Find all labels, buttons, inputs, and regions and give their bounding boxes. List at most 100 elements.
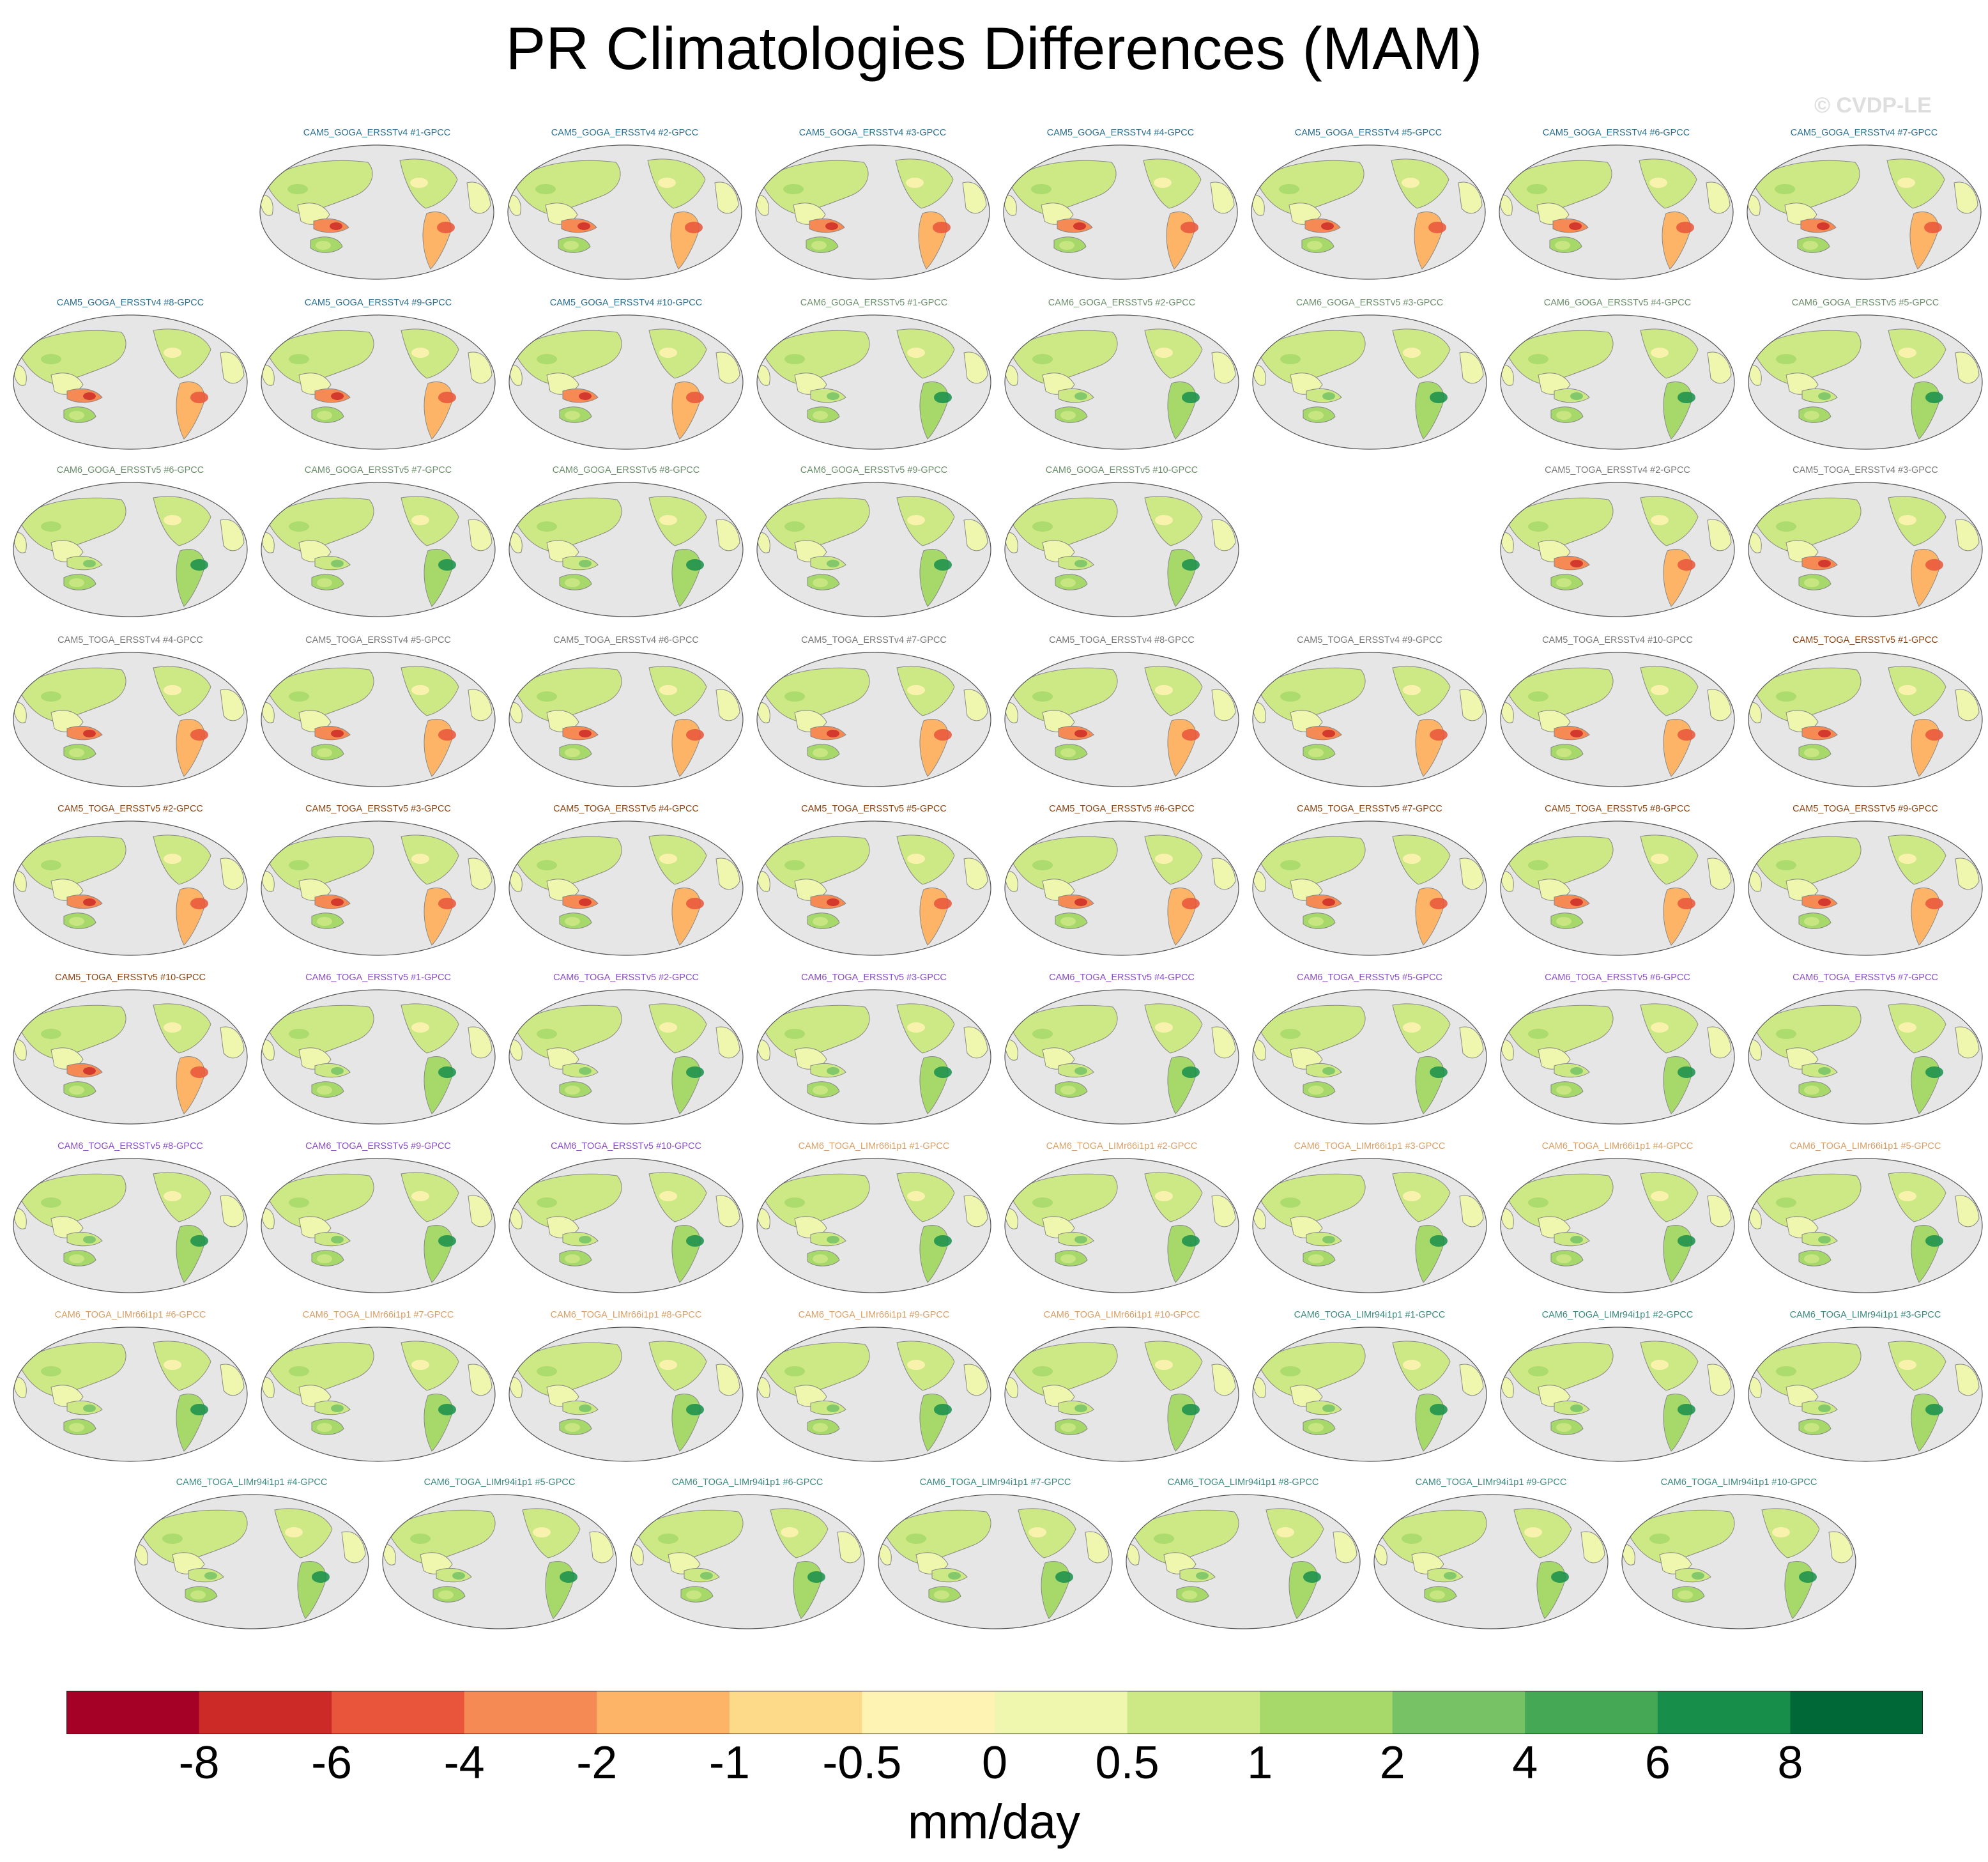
- colorbar-swatch: [1790, 1691, 1923, 1734]
- map-plot: [508, 1158, 744, 1293]
- map-panel: CAM6_GOGA_ERSSTv5 #6-GPCC: [9, 465, 252, 624]
- colorbar-tick-label: -0.5: [822, 1737, 902, 1789]
- colorbar-swatch: [332, 1691, 465, 1734]
- map-plot: [1500, 482, 1735, 617]
- panel-label: CAM5_TOGA_ERSSTv5 #7-GPCC: [1297, 804, 1442, 814]
- map-plot: [261, 652, 496, 787]
- panel-label: CAM5_TOGA_ERSSTv5 #6-GPCC: [1049, 804, 1195, 814]
- colorbar-units: mm/day: [907, 1795, 1081, 1849]
- panel-label: CAM5_TOGA_ERSSTv5 #5-GPCC: [801, 804, 947, 814]
- panel-label: CAM5_TOGA_ERSSTv4 #7-GPCC: [801, 635, 947, 645]
- panel-label: CAM6_TOGA_ERSSTv5 #2-GPCC: [553, 973, 699, 983]
- map-plot: [755, 144, 990, 280]
- panel-label: CAM5_TOGA_ERSSTv5 #1-GPCC: [1793, 635, 1938, 645]
- map-panel: CAM6_TOGA_ERSSTv5 #6-GPCC: [1496, 973, 1739, 1131]
- panel-label: CAM5_GOGA_ERSSTv4 #8-GPCC: [56, 298, 204, 308]
- panel-label: CAM6_TOGA_LIMr66i1p1 #4-GPCC: [1541, 1141, 1694, 1151]
- map-panel: CAM6_TOGA_LIMr94i1p1 #7-GPCC: [874, 1477, 1117, 1636]
- map-panel: CAM6_GOGA_ERSSTv5 #7-GPCC: [257, 465, 500, 624]
- colorbar-tick-label: 6: [1644, 1737, 1671, 1789]
- colorbar-tick-label: 1: [1247, 1737, 1273, 1789]
- map-plot: [1500, 1158, 1735, 1293]
- map-plot: [756, 482, 991, 617]
- colorbar-tick-label: 8: [1777, 1737, 1803, 1789]
- map-plot: [1748, 482, 1983, 617]
- map-panel: CAM5_GOGA_ERSSTv4 #5-GPCC: [1247, 128, 1490, 286]
- map-panel: CAM6_TOGA_ERSSTv5 #1-GPCC: [257, 973, 500, 1131]
- map-plot: [261, 1327, 496, 1462]
- colorbar-swatch: [1260, 1691, 1393, 1734]
- map-plot: [756, 1158, 991, 1293]
- panel-label: CAM5_GOGA_ERSSTv4 #5-GPCC: [1294, 128, 1442, 138]
- map-plot: [13, 820, 248, 956]
- map-panel: CAM6_TOGA_ERSSTv5 #4-GPCC: [1000, 973, 1243, 1131]
- panel-label: CAM5_TOGA_ERSSTv5 #8-GPCC: [1545, 804, 1690, 814]
- map-panel: CAM5_TOGA_ERSSTv4 #4-GPCC: [9, 635, 252, 794]
- panel-label: CAM6_TOGA_LIMr94i1p1 #5-GPCC: [424, 1477, 576, 1488]
- map-plot: [508, 820, 744, 956]
- map-panel: CAM6_TOGA_LIMr66i1p1 #9-GPCC: [753, 1310, 995, 1468]
- colorbar-tick-label: 0: [981, 1737, 1008, 1789]
- map-plot: [508, 989, 744, 1125]
- map-plot: [1004, 652, 1239, 787]
- panel-label: CAM6_TOGA_ERSSTv5 #3-GPCC: [801, 973, 947, 983]
- panel-label: CAM6_TOGA_LIMr66i1p1 #6-GPCC: [54, 1310, 206, 1320]
- panel-label: CAM6_TOGA_LIMr66i1p1 #1-GPCC: [798, 1141, 950, 1151]
- panel-label: CAM6_TOGA_LIMr94i1p1 #9-GPCC: [1415, 1477, 1567, 1488]
- panel-label: CAM6_TOGA_ERSSTv5 #5-GPCC: [1297, 973, 1442, 983]
- colorbar-swatch: [464, 1691, 597, 1734]
- map-plot: [261, 1158, 496, 1293]
- colorbar-swatch: [1127, 1691, 1260, 1734]
- map-panel: CAM5_GOGA_ERSSTv4 #6-GPCC: [1495, 128, 1738, 286]
- panel-grid: CAM5_GOGA_ERSSTv4 #1-GPCC CAM5_GOGA_ERSST…: [9, 128, 1987, 1636]
- panel-label: CAM6_TOGA_LIMr66i1p1 #3-GPCC: [1294, 1141, 1446, 1151]
- colorbar-swatch: [1392, 1691, 1525, 1734]
- map-plot: [756, 652, 991, 787]
- map-panel: CAM6_GOGA_ERSSTv5 #9-GPCC: [753, 465, 995, 624]
- map-plot: [1621, 1494, 1856, 1629]
- panel-label: CAM6_TOGA_LIMr94i1p1 #1-GPCC: [1294, 1310, 1446, 1320]
- map-plot: [1252, 989, 1487, 1125]
- map-panel: CAM6_TOGA_ERSSTv5 #7-GPCC: [1744, 973, 1987, 1131]
- map-panel: CAM5_TOGA_ERSSTv5 #4-GPCC: [505, 804, 747, 962]
- colorbar-swatch: [597, 1691, 730, 1734]
- map-panel: CAM5_TOGA_ERSSTv5 #8-GPCC: [1496, 804, 1739, 962]
- panel-label: CAM5_GOGA_ERSSTv4 #9-GPCC: [304, 298, 452, 308]
- map-plot: [756, 314, 991, 450]
- map-panel: CAM6_TOGA_LIMr94i1p1 #4-GPCC: [130, 1477, 373, 1636]
- panel-label: CAM5_TOGA_ERSSTv5 #2-GPCC: [57, 804, 203, 814]
- map-panel: CAM5_GOGA_ERSSTv4 #1-GPCC: [256, 128, 498, 286]
- map-panel: CAM5_GOGA_ERSSTv4 #7-GPCC: [1743, 128, 1985, 286]
- colorbar-swatch: [66, 1691, 200, 1734]
- map-panel: CAM5_TOGA_ERSSTv4 #3-GPCC: [1744, 465, 1987, 624]
- map-panel: CAM6_TOGA_LIMr94i1p1 #9-GPCC: [1370, 1477, 1612, 1636]
- map-plot: [1004, 989, 1239, 1125]
- map-plot: [13, 989, 248, 1125]
- map-plot: [1373, 1494, 1609, 1629]
- map-panel: CAM6_GOGA_ERSSTv5 #1-GPCC: [753, 298, 995, 456]
- map-plot: [1251, 144, 1486, 280]
- colorbar-tick-label: -6: [311, 1737, 353, 1789]
- colorbar-swatch: [199, 1691, 332, 1734]
- panel-label: CAM6_TOGA_LIMr66i1p1 #10-GPCC: [1043, 1310, 1200, 1320]
- map-panel: CAM5_TOGA_ERSSTv4 #9-GPCC: [1248, 635, 1491, 794]
- panel-label: CAM6_TOGA_LIMr66i1p1 #9-GPCC: [798, 1310, 950, 1320]
- panel-label: CAM5_GOGA_ERSSTv4 #3-GPCC: [799, 128, 947, 138]
- map-panel: CAM5_TOGA_ERSSTv4 #2-GPCC: [1496, 465, 1739, 624]
- colorbar-swatch: [862, 1691, 995, 1734]
- panel-label: CAM5_GOGA_ERSSTv4 #4-GPCC: [1046, 128, 1195, 138]
- map-panel: CAM5_TOGA_ERSSTv4 #8-GPCC: [1000, 635, 1243, 794]
- map-panel: CAM6_TOGA_LIMr94i1p1 #3-GPCC: [1744, 1310, 1987, 1468]
- map-panel: CAM5_GOGA_ERSSTv4 #10-GPCC: [505, 298, 747, 456]
- colorbar-tick-label: 4: [1512, 1737, 1538, 1789]
- panel-label: CAM6_TOGA_ERSSTv5 #6-GPCC: [1545, 973, 1690, 983]
- map-plot: [261, 482, 496, 617]
- map-plot: [630, 1494, 865, 1629]
- map-panel: CAM5_TOGA_ERSSTv4 #5-GPCC: [257, 635, 500, 794]
- map-panel: CAM6_TOGA_LIMr94i1p1 #2-GPCC: [1496, 1310, 1739, 1468]
- panel-label: CAM5_GOGA_ERSSTv4 #1-GPCC: [303, 128, 451, 138]
- colorbar-tick-label: 0.5: [1095, 1737, 1159, 1789]
- map-plot: [508, 482, 744, 617]
- map-panel: CAM6_GOGA_ERSSTv5 #8-GPCC: [505, 465, 747, 624]
